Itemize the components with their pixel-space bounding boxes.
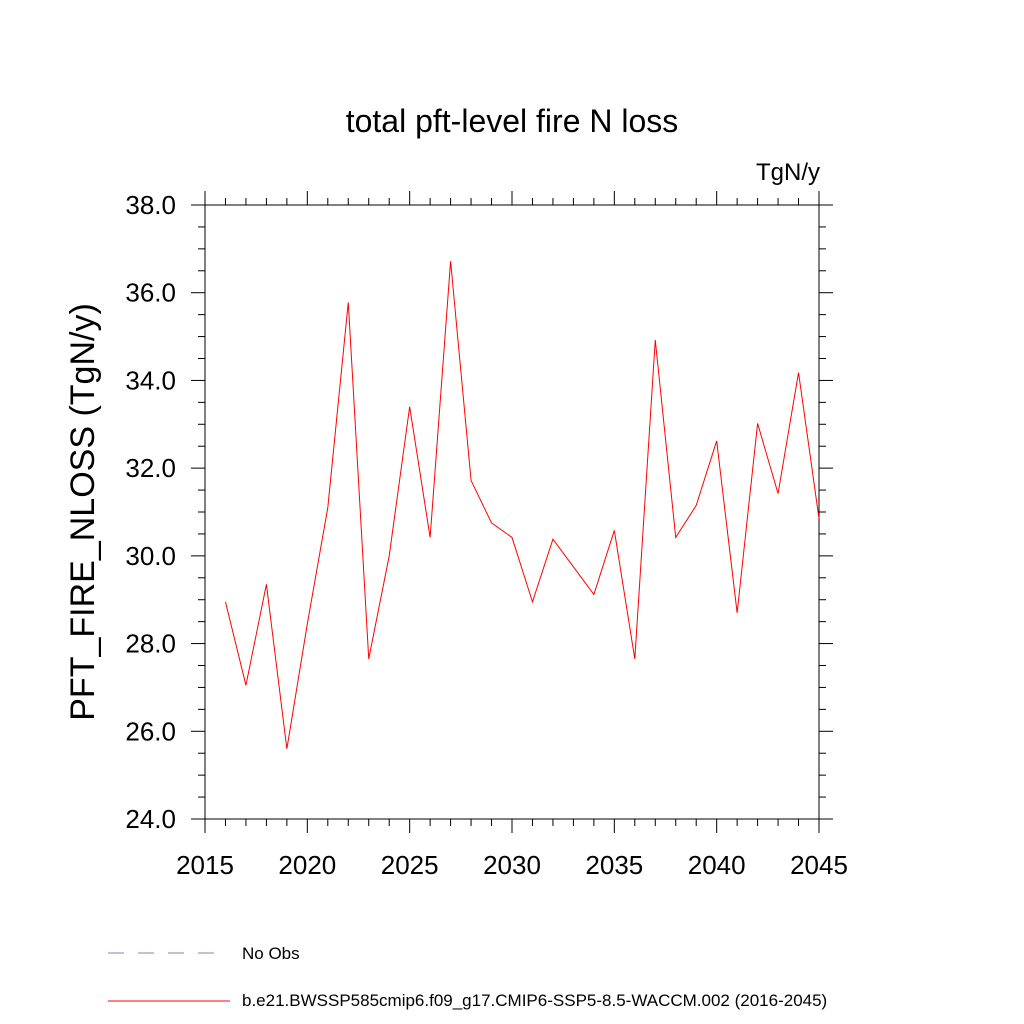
y-tick-label: 26.0 bbox=[125, 716, 176, 746]
y-tick-label: 30.0 bbox=[125, 541, 176, 571]
data-point bbox=[614, 530, 615, 531]
y-tick-label: 38.0 bbox=[125, 190, 176, 220]
data-point bbox=[430, 537, 431, 538]
legend: No Obs b.e21.BWSSP585cmip6.f09_g17.CMIP6… bbox=[108, 944, 827, 1010]
data-point bbox=[327, 507, 328, 508]
x-tick-label: 2020 bbox=[278, 850, 336, 880]
y-tick-label: 34.0 bbox=[125, 365, 176, 395]
y-tick-label: 36.0 bbox=[125, 278, 176, 308]
legend-label-model: b.e21.BWSSP585cmip6.f09_g17.CMIP6-SSP5-8… bbox=[242, 991, 827, 1010]
data-point bbox=[348, 302, 349, 303]
data-point bbox=[245, 685, 246, 686]
x-tick-label: 2030 bbox=[483, 850, 541, 880]
data-point bbox=[593, 594, 594, 595]
axis-ticks bbox=[191, 191, 833, 833]
data-point bbox=[225, 601, 226, 602]
data-point bbox=[777, 493, 778, 494]
units-label: TgN/y bbox=[756, 159, 820, 186]
series-layer bbox=[224, 261, 820, 749]
legend-label-no-obs: No Obs bbox=[242, 944, 300, 963]
y-axis-label: PFT_FIRE_NLOSS (TgN/y) bbox=[64, 303, 102, 721]
data-point bbox=[757, 423, 758, 424]
data-point bbox=[552, 539, 553, 540]
y-tick-label: 32.0 bbox=[125, 453, 176, 483]
chart-title: total pft-level fire N loss bbox=[346, 103, 679, 139]
data-point bbox=[696, 505, 697, 506]
data-point bbox=[368, 658, 369, 659]
data-point bbox=[389, 555, 390, 556]
data-point bbox=[286, 748, 287, 749]
data-point bbox=[675, 537, 676, 538]
data-point bbox=[818, 518, 819, 519]
data-point bbox=[573, 566, 574, 567]
plot-frame bbox=[204, 204, 820, 820]
data-point bbox=[716, 440, 717, 441]
x-tick-label: 2040 bbox=[688, 850, 746, 880]
x-tick-label: 2035 bbox=[585, 850, 643, 880]
data-point bbox=[450, 261, 451, 262]
x-tick-label: 2045 bbox=[790, 850, 848, 880]
data-point bbox=[470, 480, 471, 481]
x-tick-label: 2015 bbox=[176, 850, 234, 880]
y-tick-label: 24.0 bbox=[125, 804, 176, 834]
data-point bbox=[532, 601, 533, 602]
data-point bbox=[655, 339, 656, 340]
data-point bbox=[491, 522, 492, 523]
data-point bbox=[737, 612, 738, 613]
x-tick-labels: 2015 2020 2025 2030 2035 2040 2045 bbox=[176, 850, 848, 880]
series-line-0 bbox=[224, 261, 820, 749]
x-tick-label: 2025 bbox=[381, 850, 439, 880]
data-point bbox=[307, 623, 308, 624]
data-point bbox=[266, 584, 267, 585]
data-point bbox=[511, 537, 512, 538]
data-point bbox=[634, 658, 635, 659]
data-point bbox=[409, 406, 410, 407]
data-point bbox=[798, 372, 799, 373]
y-tick-label: 28.0 bbox=[125, 629, 176, 659]
y-tick-labels: 24.0 26.0 28.0 30.0 32.0 34.0 36.0 38.0 bbox=[125, 190, 176, 834]
